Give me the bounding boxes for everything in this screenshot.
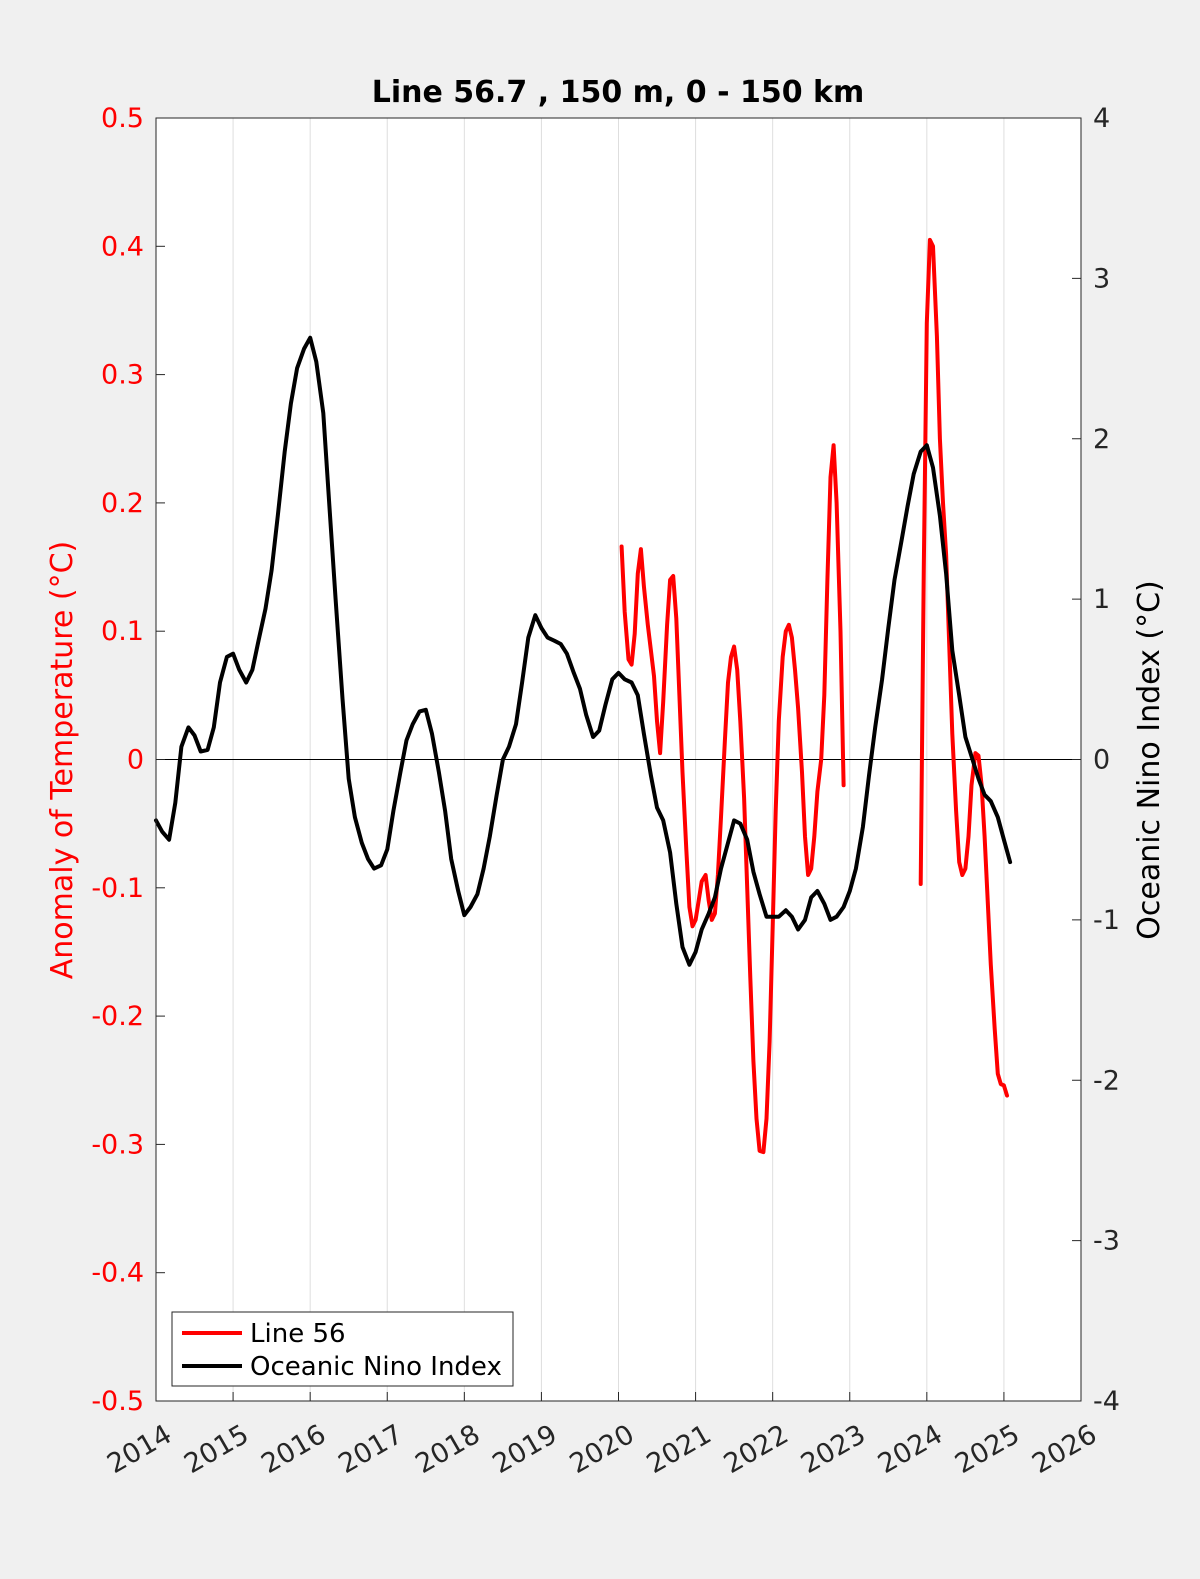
y-left-tick-label: 0 [127, 745, 144, 776]
x-tick-label: 2018 [410, 1419, 485, 1480]
x-tick-label: 2019 [488, 1419, 563, 1480]
legend-label-line-56: Line 56 [250, 1319, 346, 1349]
y-left-tick-label: 0.1 [101, 616, 144, 647]
y-axis-left: -0.5 -0.4 -0.3 -0.2 -0.1 0 0.1 0.2 0.3 0.4 0.5 [91, 103, 165, 1417]
series-line-line-56 [619, 443, 846, 1155]
y-right-tick-label: -2 [1093, 1065, 1120, 1096]
y-left-tick-label: 0.2 [101, 488, 144, 519]
x-tick-label: 2017 [333, 1419, 408, 1480]
y-left-tick-label: -0.3 [91, 1129, 144, 1160]
y-right-tick-label: 0 [1093, 745, 1110, 776]
y-left-tick-label: 0.3 [101, 360, 144, 391]
y-axis-right: -4 -3 -2 -1 0 1 2 3 4 [1072, 103, 1120, 1417]
series-line-oceanic-nino-index [154, 335, 1013, 967]
y-left-tick-label: -0.1 [91, 873, 144, 904]
y-axis-left-label: Anomaly of Temperature (°C) [45, 541, 80, 980]
y-right-tick-label: 3 [1093, 263, 1110, 294]
x-tick-label: 2026 [1027, 1419, 1102, 1480]
x-tick-label: 2020 [565, 1419, 640, 1480]
x-tick-label: 2025 [950, 1419, 1025, 1480]
x-tick-label: 2015 [179, 1419, 254, 1480]
x-tick-label: 2023 [796, 1419, 871, 1480]
legend-label-oceanic-nino-index: Oceanic Nino Index [250, 1352, 502, 1382]
series-line-line-56 [918, 237, 1009, 1098]
y-left-tick-label: -0.5 [91, 1386, 144, 1417]
y-right-tick-label: 1 [1093, 584, 1110, 615]
chart-title: Line 56.7 , 150 m, 0 - 150 km [372, 75, 865, 110]
y-axis-right-label: Oceanic Nino Index (°C) [1132, 580, 1167, 940]
y-right-tick-label: -1 [1093, 905, 1120, 936]
y-left-tick-label: 0.4 [101, 231, 144, 262]
y-right-tick-label: 4 [1093, 103, 1110, 134]
x-tick-label: 2024 [873, 1419, 948, 1480]
legend: Line 56 Oceanic Nino Index [171, 1311, 514, 1387]
y-right-tick-label: -3 [1093, 1226, 1120, 1257]
series-layer [154, 237, 1013, 1155]
y-left-tick-label: 0.5 [101, 103, 144, 134]
legend-box [171, 1311, 514, 1387]
y-left-tick-label: -0.2 [91, 1001, 144, 1032]
x-axis: 2014 2015 2016 2017 2018 2019 2020 2021 2022 2023… [102, 1392, 1102, 1480]
x-tick-label: 2014 [102, 1419, 177, 1480]
x-tick-label: 2016 [256, 1419, 331, 1480]
y-right-tick-label: -4 [1093, 1386, 1120, 1417]
y-left-tick-label: -0.4 [91, 1258, 144, 1289]
x-tick-label: 2021 [642, 1419, 717, 1480]
x-tick-label: 2022 [719, 1419, 794, 1480]
y-right-tick-label: 2 [1093, 424, 1110, 455]
